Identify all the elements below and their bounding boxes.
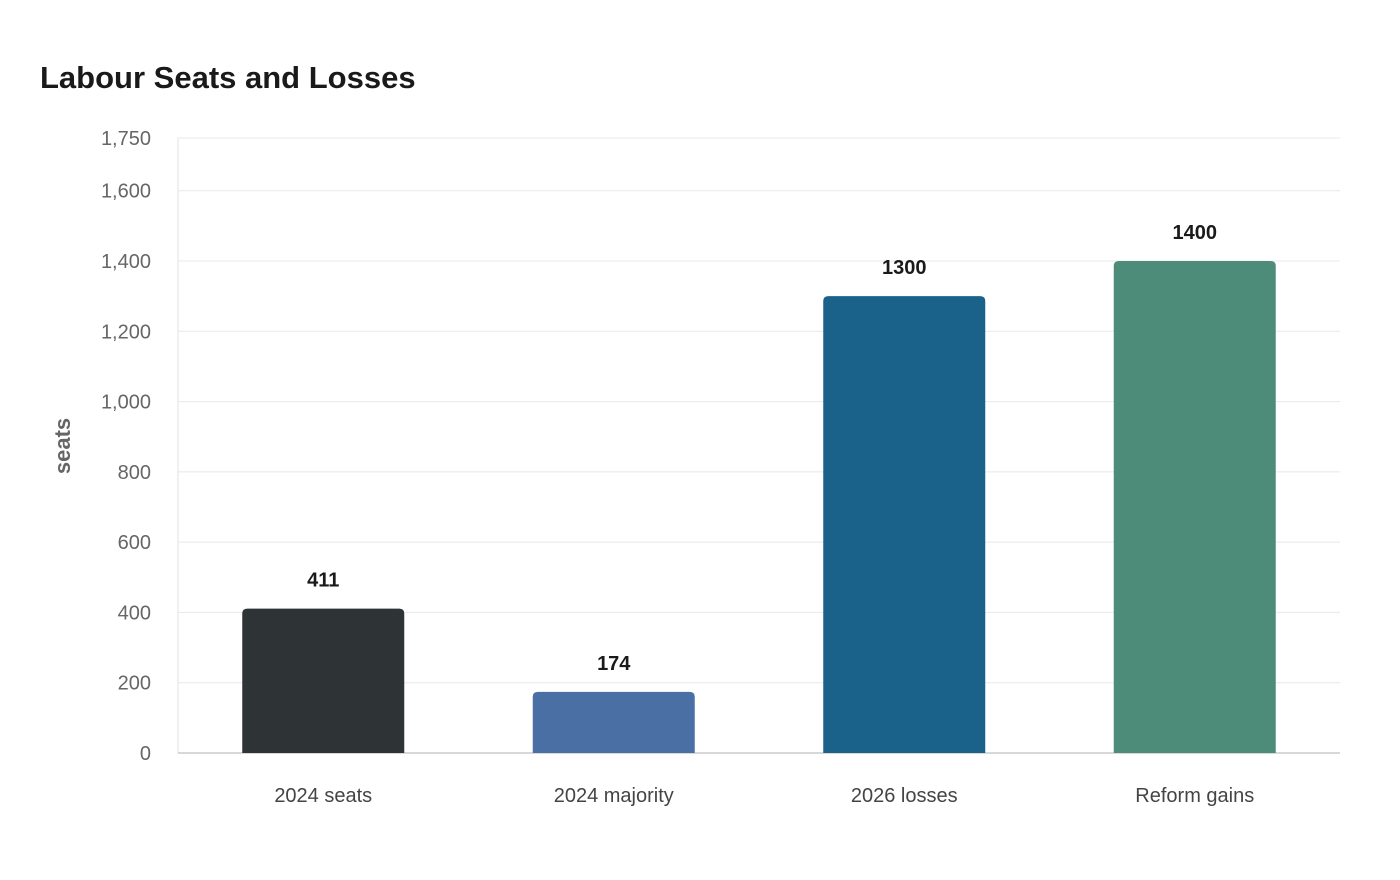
y-tick-label: 400 xyxy=(118,602,151,624)
data-label: 411 xyxy=(307,570,339,592)
x-tick-label: 2024 majority xyxy=(554,785,674,807)
data-label: 1300 xyxy=(882,257,927,279)
y-tick-label: 200 xyxy=(118,673,151,695)
bar-2024-seats xyxy=(242,608,405,753)
y-tick-label: 800 xyxy=(118,462,151,484)
chart-title: Labour Seats and Losses xyxy=(40,60,416,95)
labels: 0 200 400 600 800 1,000 1,200 1,400 1,600 1,750 41… xyxy=(101,128,1254,807)
x-tick-label: Reform gains xyxy=(1135,785,1254,807)
y-tick-label: 600 xyxy=(118,532,151,554)
y-tick-label: 0 xyxy=(140,743,151,765)
data-label: 174 xyxy=(597,653,631,675)
bar-2026-losses xyxy=(823,296,986,753)
x-tick-label: 2026 losses xyxy=(851,785,958,807)
y-tick-label: 1,750 xyxy=(101,128,151,150)
x-tick-label: 2024 seats xyxy=(274,785,372,807)
data-label: 1400 xyxy=(1173,222,1218,244)
y-tick-label: 1,000 xyxy=(101,392,151,414)
y-tick-label: 1,400 xyxy=(101,251,151,273)
y-tick-label: 1,200 xyxy=(101,321,151,343)
y-tick-label: 1,600 xyxy=(101,181,151,203)
y-axis-title: seats xyxy=(50,418,75,474)
bar-reform-gains xyxy=(1113,261,1276,753)
bar-2024-majority xyxy=(532,691,695,753)
bars xyxy=(242,261,1276,753)
